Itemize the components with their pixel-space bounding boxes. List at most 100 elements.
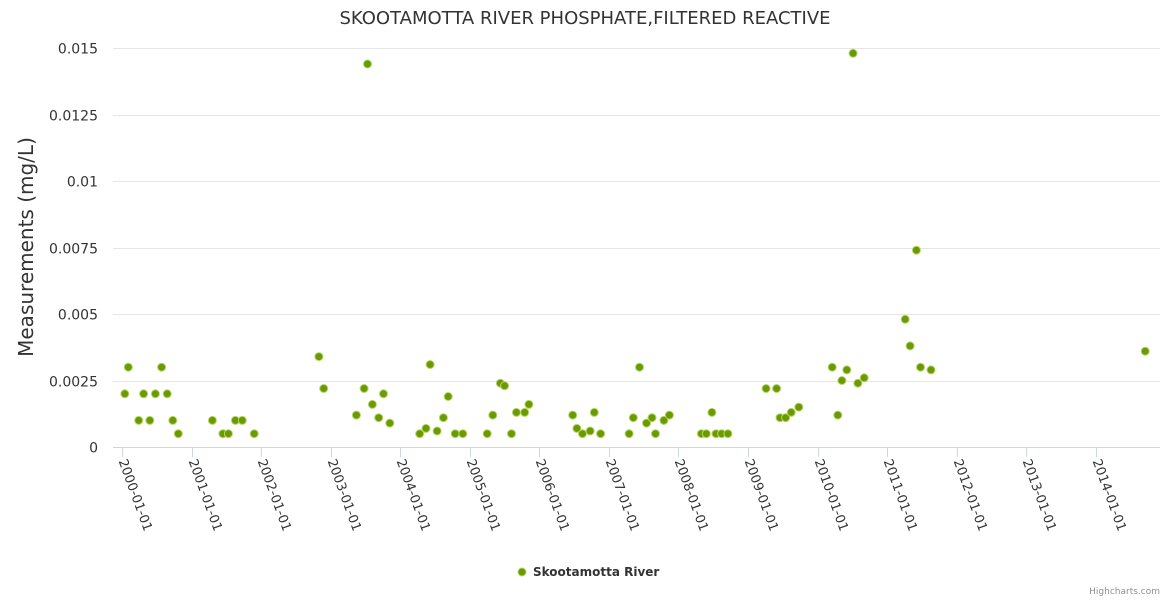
- data-point[interactable]: [385, 418, 395, 428]
- data-point[interactable]: [781, 413, 791, 423]
- data-point[interactable]: [157, 362, 167, 372]
- data-point[interactable]: [421, 423, 431, 433]
- data-point[interactable]: [379, 389, 388, 399]
- data-point[interactable]: [139, 389, 149, 399]
- data-point[interactable]: [842, 365, 852, 375]
- x-tick-label: 2008-01-01: [671, 457, 711, 533]
- data-point[interactable]: [249, 429, 259, 439]
- data-point[interactable]: [651, 429, 660, 439]
- data-point[interactable]: [145, 415, 155, 425]
- data-point[interactable]: [585, 426, 595, 436]
- data-point[interactable]: [314, 352, 324, 362]
- data-point[interactable]: [647, 413, 657, 423]
- x-tick-label: 2009-01-01: [741, 457, 781, 533]
- data-point[interactable]: [425, 360, 435, 369]
- data-point[interactable]: [458, 429, 468, 439]
- data-point[interactable]: [572, 423, 582, 433]
- data-point[interactable]: [162, 389, 172, 399]
- data-point[interactable]: [642, 418, 651, 428]
- data-point[interactable]: [450, 429, 460, 439]
- data-point[interactable]: [853, 378, 863, 388]
- x-tick-label: 2006-01-01: [532, 457, 572, 533]
- data-point[interactable]: [207, 415, 217, 425]
- y-tick-label: 0.015: [58, 42, 98, 58]
- y-tick-label: 0.005: [58, 308, 98, 324]
- data-point[interactable]: [120, 389, 130, 399]
- data-point[interactable]: [624, 429, 634, 439]
- data-point[interactable]: [507, 429, 516, 439]
- data-point[interactable]: [150, 389, 160, 399]
- y-tick-label: 0.01: [67, 175, 98, 191]
- data-point[interactable]: [659, 415, 669, 425]
- data-point[interactable]: [723, 429, 733, 439]
- data-point[interactable]: [134, 415, 144, 425]
- data-point[interactable]: [237, 415, 247, 425]
- x-axis-ticks: 2000-01-01 2001-01-01 2002-01-01 2003-01-01…: [115, 447, 1129, 533]
- data-point[interactable]: [374, 413, 384, 423]
- legend-marker-icon: [517, 567, 527, 577]
- y-tick-label: 0.0025: [49, 375, 98, 391]
- data-point[interactable]: [859, 373, 869, 383]
- data-point[interactable]: [900, 314, 910, 324]
- y-axis-ticks: 0 0.0025 0.005 0.0075 0.01 0.0125 0.015: [49, 42, 98, 457]
- data-point[interactable]: [911, 245, 921, 255]
- grid-lines: [113, 48, 1160, 382]
- data-point[interactable]: [772, 384, 782, 393]
- data-point[interactable]: [524, 399, 534, 409]
- data-point[interactable]: [351, 410, 361, 420]
- chart-title: SKOOTAMOTTA RIVER PHOSPHATE,FILTERED REA…: [339, 8, 830, 29]
- x-tick-label: 2014-01-01: [1089, 457, 1129, 533]
- data-point[interactable]: [1140, 346, 1150, 356]
- y-axis-label: Measurements (mg/L): [14, 137, 38, 357]
- data-point[interactable]: [438, 413, 448, 423]
- x-tick-label: 2011-01-01: [880, 457, 920, 533]
- data-point[interactable]: [833, 410, 843, 420]
- data-point[interactable]: [848, 48, 858, 58]
- data-point[interactable]: [635, 362, 644, 372]
- data-point[interactable]: [905, 341, 915, 351]
- data-point[interactable]: [664, 410, 674, 420]
- x-tick-label: 2013-01-01: [1019, 457, 1059, 533]
- data-point[interactable]: [488, 410, 498, 420]
- data-point[interactable]: [827, 362, 837, 372]
- y-tick-label: 0.0125: [49, 109, 98, 125]
- data-point[interactable]: [123, 362, 133, 372]
- data-point[interactable]: [794, 402, 804, 412]
- data-point[interactable]: [443, 392, 453, 401]
- data-point[interactable]: [511, 407, 521, 417]
- data-point[interactable]: [363, 59, 372, 69]
- data-point[interactable]: [432, 426, 442, 436]
- data-point[interactable]: [589, 407, 599, 417]
- x-tick-label: 2004-01-01: [393, 457, 433, 533]
- credits-link[interactable]: Highcharts.com: [1089, 587, 1160, 597]
- data-point[interactable]: [500, 381, 510, 391]
- data-point[interactable]: [707, 407, 717, 417]
- legend[interactable]: Skootamotta River: [517, 565, 659, 579]
- data-point[interactable]: [520, 407, 530, 417]
- data-point[interactable]: [173, 429, 183, 439]
- data-point[interactable]: [415, 429, 425, 439]
- data-point[interactable]: [786, 407, 796, 417]
- data-point[interactable]: [168, 415, 178, 425]
- data-point[interactable]: [916, 362, 925, 372]
- data-point[interactable]: [367, 399, 377, 409]
- data-point[interactable]: [482, 429, 492, 439]
- data-point[interactable]: [628, 413, 638, 423]
- x-tick-label: 2005-01-01: [463, 457, 503, 533]
- data-point[interactable]: [578, 429, 587, 439]
- x-tick-label: 2012-01-01: [950, 457, 990, 533]
- data-point[interactable]: [568, 410, 578, 420]
- legend-label: Skootamotta River: [533, 565, 659, 579]
- data-point[interactable]: [359, 384, 369, 393]
- data-point[interactable]: [223, 429, 233, 439]
- data-point[interactable]: [319, 384, 329, 393]
- data-point[interactable]: [701, 429, 711, 439]
- data-point[interactable]: [761, 384, 771, 393]
- data-point[interactable]: [926, 365, 936, 375]
- data-point[interactable]: [837, 376, 847, 385]
- y-tick-label: 0.0075: [49, 242, 98, 258]
- y-tick-label: 0: [89, 441, 98, 457]
- series-points: [120, 48, 1150, 439]
- data-point[interactable]: [596, 429, 606, 439]
